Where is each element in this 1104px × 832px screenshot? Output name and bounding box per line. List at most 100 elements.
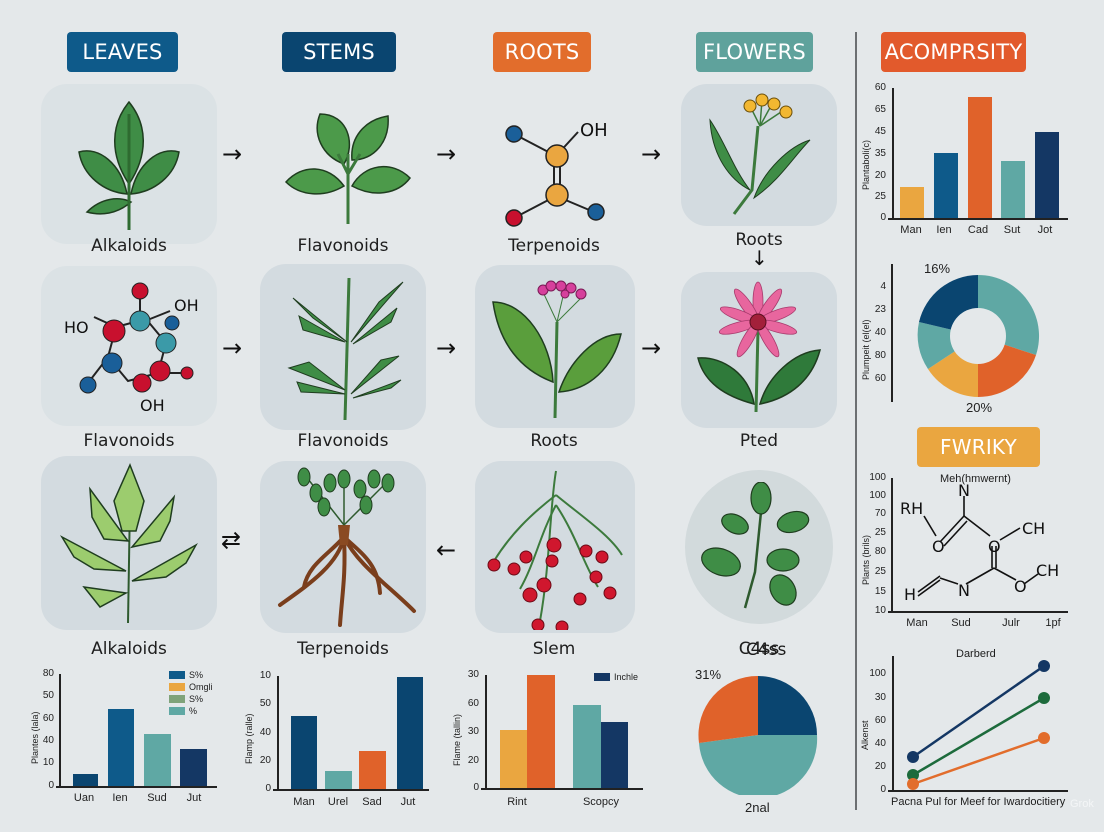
arrow-right-icon: → [222, 334, 243, 362]
legend-item: S% [169, 694, 203, 704]
maple-leaf-icon [59, 462, 198, 623]
cell-flavonoids-molecule: HO OH OH [41, 266, 217, 426]
leaf-sprig-icon [284, 113, 411, 224]
svg-text:RH: RH [900, 499, 923, 518]
bar-jot [1035, 132, 1059, 218]
ring-molecule-icon: HO OH OH [64, 282, 199, 415]
bottom-bar-chart-3: Flame (tallin) 30 60 30 20 0 Rint Scopcy… [440, 660, 660, 832]
svg-text:O: O [1014, 577, 1027, 596]
legend-item: S% [169, 670, 203, 680]
cell-label: Terpenoids [297, 639, 389, 659]
arrow-down-icon: ↓ [751, 246, 768, 270]
arrow-right-icon: → [436, 140, 457, 168]
cell-flavonoids-fern [260, 264, 426, 430]
pink-flower-icon [697, 281, 821, 413]
donut-annotation: 20% [966, 400, 993, 415]
cell-label: Flavonoids [83, 431, 175, 451]
pie-title: C4ss [746, 640, 787, 660]
cell-label: Flavonoids [297, 236, 389, 256]
bar-man [291, 716, 317, 789]
cell-alkaloids-leaf [41, 84, 217, 244]
cell-label: Pted [739, 431, 779, 451]
svg-text:OH: OH [140, 396, 165, 415]
legend-item: Inchle [594, 672, 638, 682]
bar-sud [144, 734, 171, 786]
pie-annotation: 31% [695, 667, 722, 682]
bar-scopcy-a [573, 705, 601, 788]
legend-item: Omgli [169, 682, 213, 692]
bar-ien [934, 153, 958, 218]
cell-c4ss-basil [685, 470, 833, 624]
legend-item: % [169, 706, 197, 716]
header-acomprsity: ACOMPRSITY [881, 32, 1026, 72]
svg-text:H: H [904, 585, 916, 604]
swap-arrows-icon: ⇄ [221, 526, 242, 554]
cell-roots-flowering [475, 265, 635, 428]
yarrow-flower-icon [709, 93, 811, 215]
structural-formula-icon: N RH O O CH H N O CH [900, 484, 1059, 604]
bar-ien [108, 709, 134, 786]
root-system-icon [278, 467, 416, 627]
cell-label: Terpenoids [508, 236, 600, 256]
header-stems: STEMS [282, 32, 396, 72]
pie-chart [698, 675, 818, 795]
berry-vine-icon [487, 470, 623, 630]
svg-text:O: O [988, 537, 1001, 556]
line-chart-plot [907, 660, 1050, 790]
svg-text:O: O [932, 537, 945, 556]
cell-slem-berries [475, 461, 635, 633]
bar-jut [180, 749, 207, 786]
cell-label: Alkaloids [91, 236, 167, 256]
basil-sprig-icon [701, 482, 810, 609]
cell-label: Slem [532, 639, 576, 659]
bar-cad [968, 97, 992, 218]
cell-flavonoids-sprig [260, 84, 436, 244]
pie-annotation: 2nal [745, 800, 770, 815]
svg-text:N: N [958, 581, 970, 600]
flowering-plant-icon [492, 280, 622, 418]
fern-stem-icon [287, 277, 404, 421]
svg-text:CH: CH [1036, 561, 1059, 580]
sidebar-molecule-chart: Plants (brils) 100 100 70 25 80 25 15 10… [860, 470, 1104, 640]
svg-text:OH: OH [580, 120, 608, 141]
header-roots: ROOTS [493, 32, 591, 72]
bottom-bar-chart-2: Flamp (ralle) 10 50 40 20 0 Man Urel Sad… [235, 660, 435, 832]
header-leaves: LEAVES [67, 32, 178, 72]
bar-rint-a [500, 730, 527, 788]
bar-uan [73, 774, 98, 786]
y-axis-label: Plants (brils) [861, 534, 871, 585]
bar-rint-b [527, 675, 555, 788]
cell-terpenoids-roots [260, 461, 426, 633]
donut-chart [917, 275, 1040, 397]
sidebar-bar-chart: Plantaboli(c) 60 65 45 35 20 25 0 Man Ie… [860, 80, 1104, 250]
sidebar-donut-chart: Plumpeit (el(el) 4 23 40 80 60 16% 20% [860, 250, 1104, 420]
arrow-right-icon: → [641, 140, 662, 168]
svg-text:OH: OH [174, 296, 199, 315]
arrow-right-icon: → [641, 334, 662, 362]
header-fwriky: FWRIKY [917, 427, 1040, 467]
cell-roots-yarrow [681, 84, 837, 226]
donut-annotation: 16% [924, 261, 951, 276]
compound-leaf-icon [78, 100, 180, 230]
molecule-icon: OH [505, 120, 608, 227]
bar-man [900, 187, 924, 218]
svg-text:HO: HO [64, 318, 89, 337]
watermark: Grok [1070, 798, 1094, 810]
cell-alkaloids-maple [41, 456, 217, 630]
bar-scopcy-b [601, 722, 628, 788]
cell-label: Alkaloids [91, 639, 167, 659]
svg-text:CH: CH [1022, 519, 1045, 538]
cell-label: Flavonoids [297, 431, 389, 451]
bottom-pie-chart: C4ss 31% 2nal [660, 630, 860, 832]
svg-text:N: N [958, 484, 970, 500]
sidebar-line-chart: Darberd Alkenst 100 30 60 40 20 0 Pacna … [860, 648, 1094, 810]
cell-pted-flower [681, 272, 837, 428]
arrow-right-icon: → [222, 140, 243, 168]
arrow-left-icon: ← [436, 536, 457, 564]
bar-urel [325, 771, 352, 789]
molecule-subtitle: Meh(hmwernt) [940, 473, 1011, 485]
bar-sad [359, 751, 386, 789]
bar-sut [1001, 161, 1025, 218]
cell-label: Roots [530, 431, 578, 451]
bar-jut [397, 677, 423, 789]
